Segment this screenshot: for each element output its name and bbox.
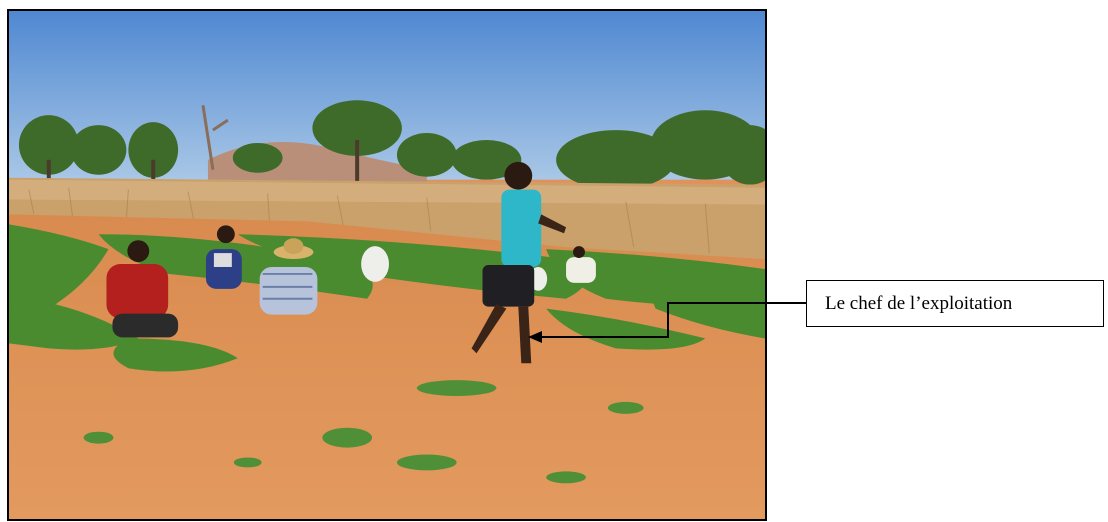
field-photo — [7, 9, 767, 521]
field-photo-image — [9, 11, 765, 519]
annotation-label-text: Le chef de l’exploitation — [825, 292, 1013, 314]
annotation-label: Le chef de l’exploitation — [806, 280, 1104, 327]
